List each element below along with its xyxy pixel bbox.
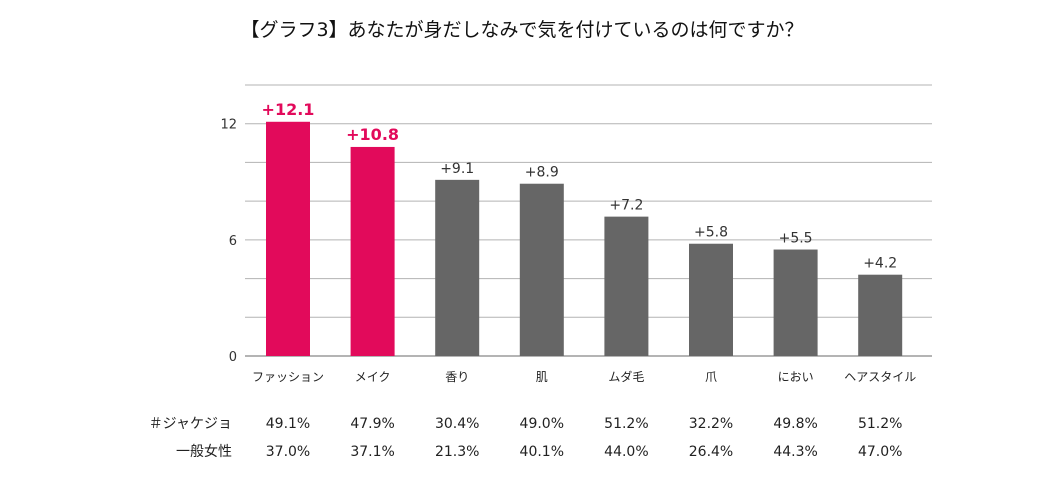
table-cell: 40.1% [520,444,564,460]
bar-value-label: +5.8 [694,225,728,241]
bar [689,243,733,356]
table-row-label: ＃ジャケジョ [149,416,232,432]
table-cell: 44.3% [773,444,817,460]
table-cell: 26.4% [689,444,733,460]
bar-value-label: +7.2 [609,198,643,214]
x-category-label: 肌 [536,370,548,384]
table-cell: 44.0% [604,444,648,460]
table-cell: 21.3% [435,444,479,460]
chart-title: 【グラフ3】あなたが身だしなみで気を付けているのは何ですか？ [240,19,803,41]
bar-value-label: +4.2 [863,256,897,272]
table-row-label: 一般女性 [176,443,232,460]
table-cell: 51.2% [604,416,648,432]
bar [858,274,903,356]
x-category-label: 爪 [705,370,717,384]
x-category-label: 香り [445,370,469,384]
x-category-label: ヘアスタイル [844,370,916,384]
table-cell: 32.2% [689,416,733,432]
table-cell: 49.8% [773,416,817,432]
table-cell: 37.0% [266,444,310,460]
x-category-label: メイク [355,370,391,384]
table-cell: 51.2% [858,416,902,432]
bars [266,121,903,357]
x-category-label: におい [778,370,814,384]
bar-value-label: +10.8 [346,125,399,144]
y-tick-label: 0 [229,350,237,365]
x-axis-categories: ファッション メイク 香り 肌 ムダ毛 爪 におい ヘアスタイル [252,369,916,384]
bar-value-label: +5.5 [779,231,813,247]
table-cell: 49.0% [520,416,564,432]
bar [773,249,818,356]
bar-value-label: +9.1 [440,161,474,177]
table-cell: 49.1% [266,416,310,432]
table-cell: 30.4% [435,416,479,432]
bar [350,146,395,356]
y-axis-ticks: 0 6 12 [220,118,237,365]
bar [266,121,310,357]
bar-value-label: +8.9 [525,165,559,181]
bar-value-label: +12.1 [262,100,315,119]
table-cell: 37.1% [350,444,394,460]
y-tick-label: 12 [220,118,237,133]
value-labels: +12.1 +10.8 +9.1 +8.9 +7.2 +5.8 +5.5 +4.2 [262,100,898,272]
bar [519,183,564,356]
y-tick-label: 6 [229,234,237,249]
x-category-label: ムダ毛 [608,369,644,384]
bar [435,179,480,356]
bar [604,216,649,356]
percentage-table: ＃ジャケジョ 49.1% 47.9% 30.4% 49.0% 51.2% 32.2% 49.8… [149,416,903,460]
table-cell: 47.0% [858,444,902,460]
table-cell: 47.9% [350,416,394,432]
x-category-label: ファッション [252,370,324,384]
